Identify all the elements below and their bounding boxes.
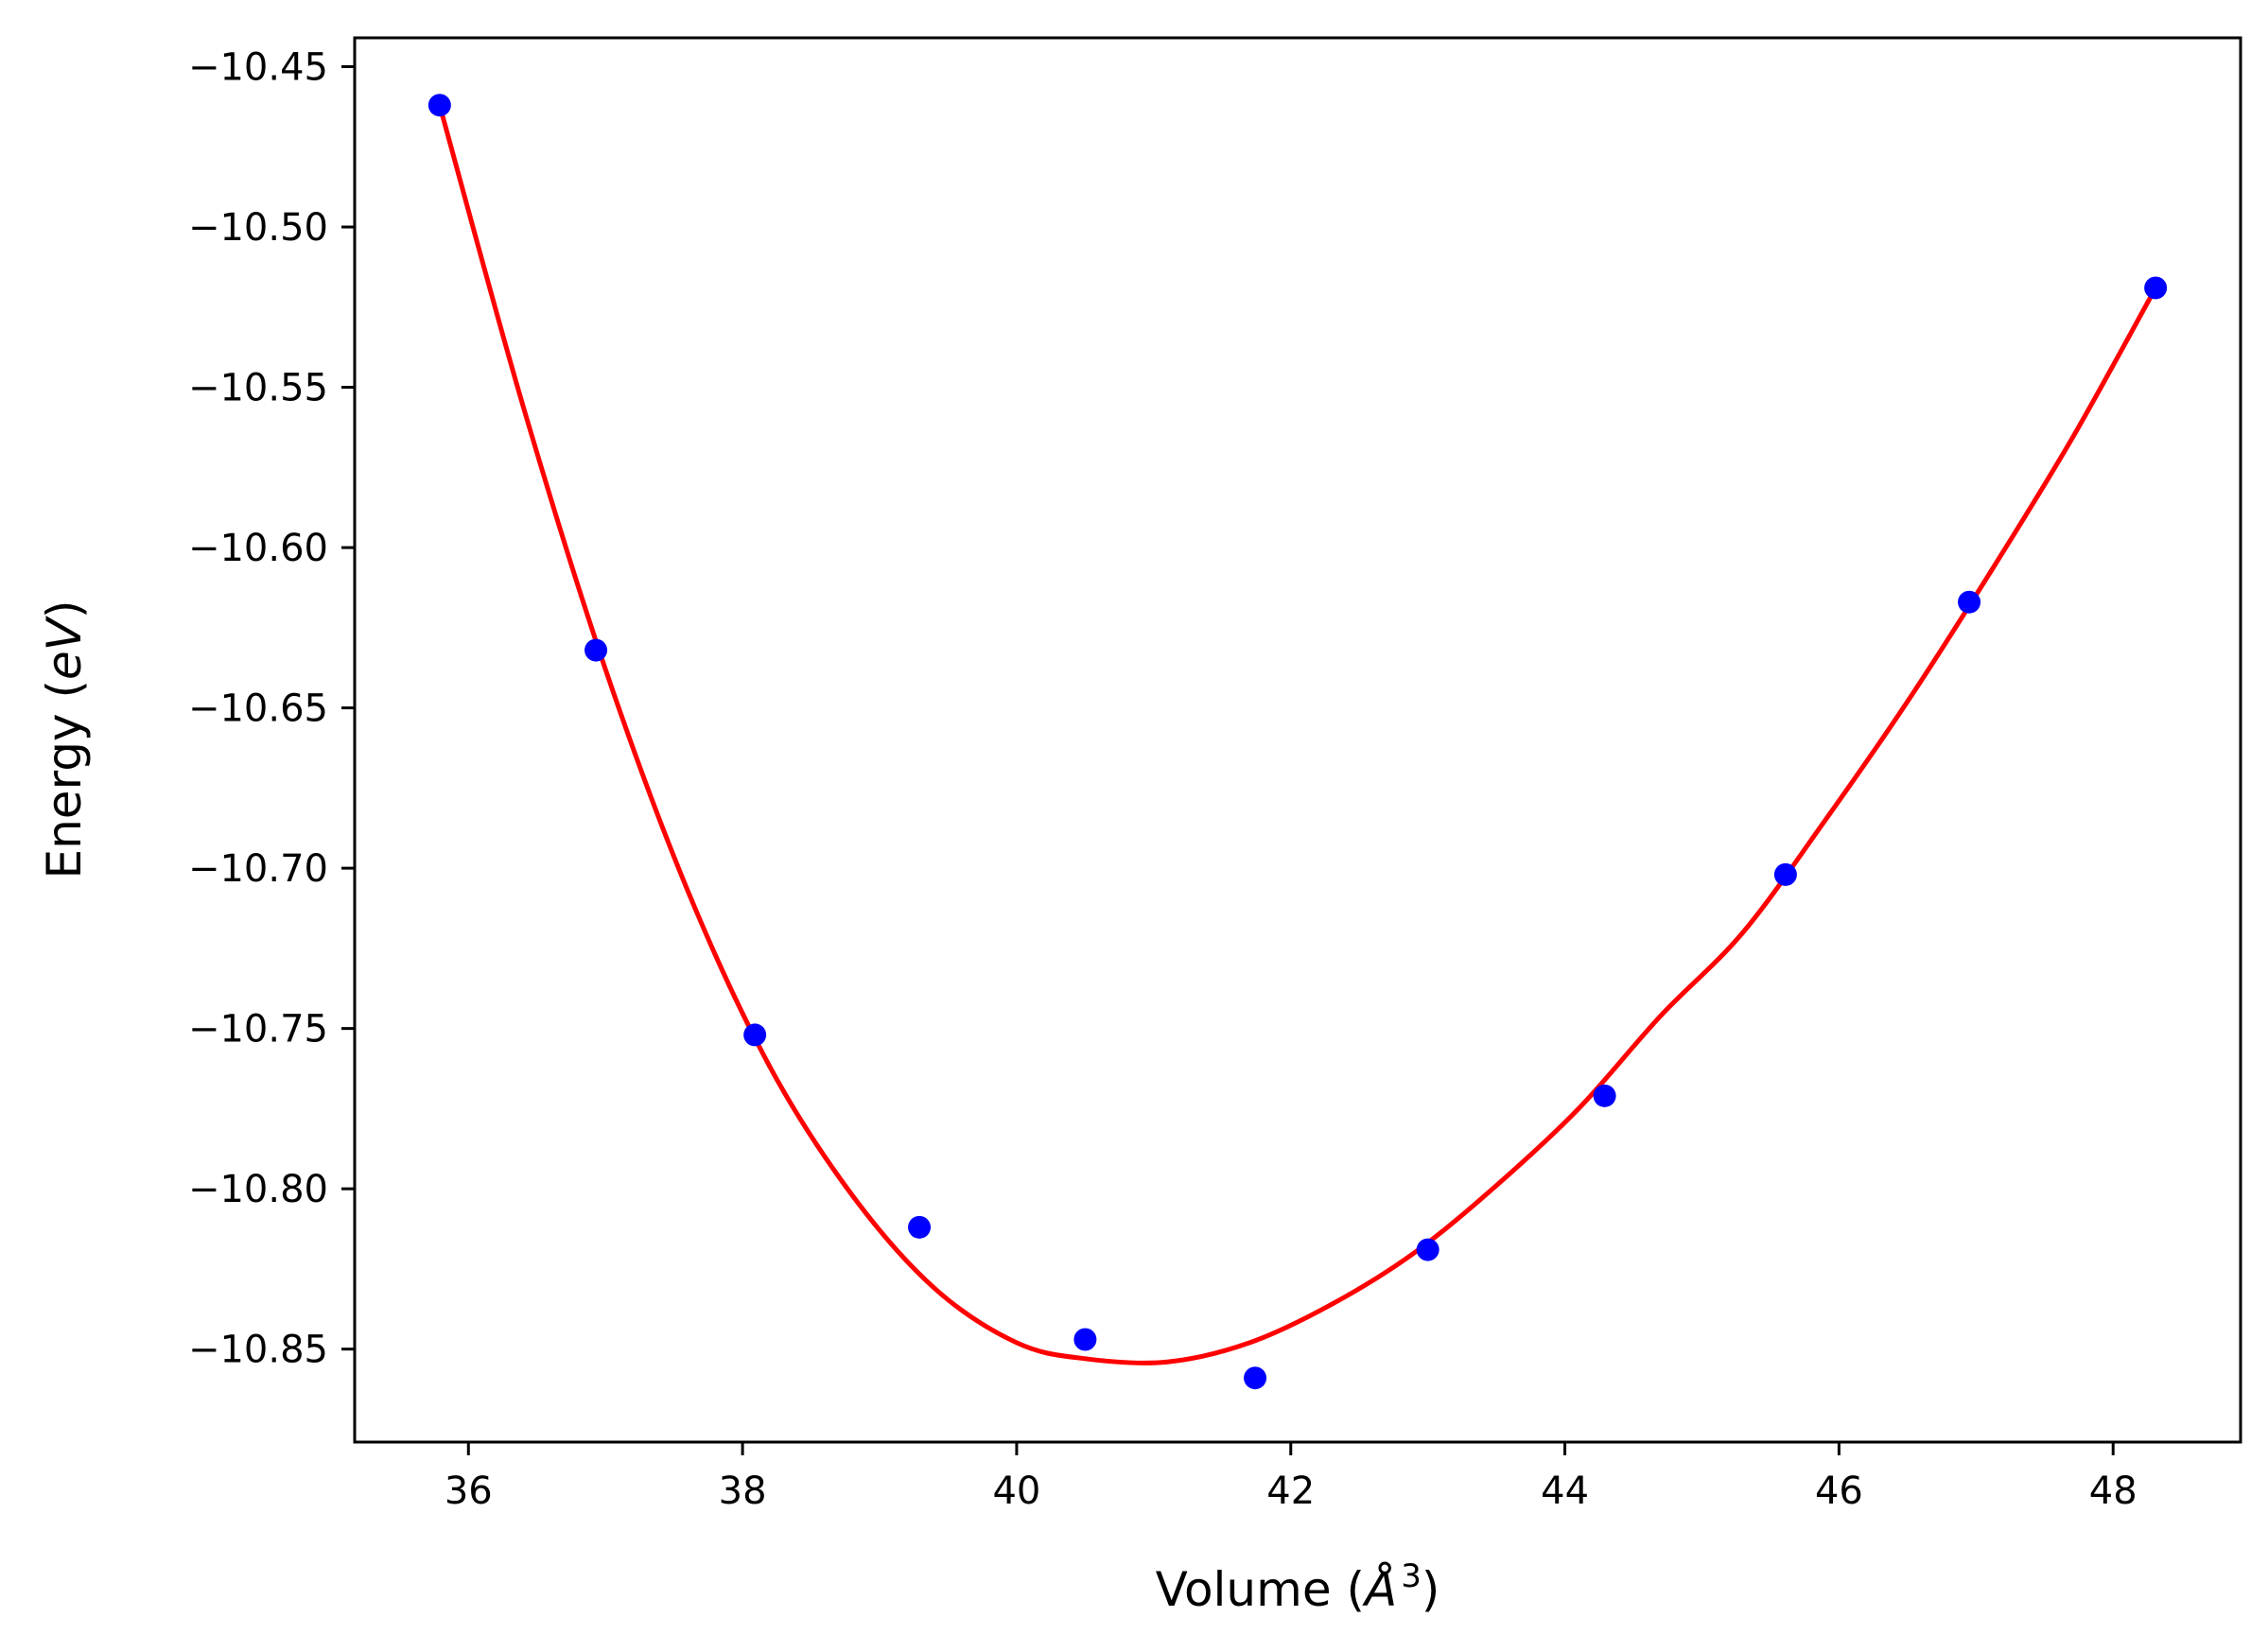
data-point: [1416, 1238, 1439, 1261]
x-axis-label: Volume (Å 3): [1156, 1557, 1440, 1617]
data-point: [743, 1023, 767, 1047]
y-tick-label: −10.80: [188, 1168, 328, 1211]
y-tick-label: −10.45: [188, 46, 328, 90]
x-tick-label: 42: [1266, 1469, 1315, 1513]
data-points: [427, 94, 2168, 1390]
data-point: [1244, 1366, 1267, 1390]
y-axis-ticks: −10.45 −10.50 −10.55 −10.60 −10.65 −10.70 −10.…: [188, 46, 355, 1372]
x-tick-label: 40: [992, 1469, 1040, 1513]
data-point: [1593, 1084, 1616, 1107]
y-tick-label: −10.50: [188, 206, 328, 250]
x-tick-label: 44: [1541, 1469, 1589, 1513]
y-tick-label: −10.65: [188, 687, 328, 731]
y-tick-label: −10.85: [188, 1329, 328, 1372]
x-tick-label: 46: [1815, 1469, 1863, 1513]
y-axis-label-symbol: eV: [37, 615, 92, 680]
data-point: [2144, 276, 2168, 300]
y-tick-label: −10.60: [188, 527, 328, 570]
x-axis-label-prefix: Volume (: [1156, 1562, 1365, 1617]
y-axis-label-prefix: Energy (: [37, 680, 92, 878]
y-tick-label: −10.70: [188, 847, 328, 891]
y-axis-label-suffix: ): [37, 600, 92, 619]
data-point: [1773, 862, 1797, 886]
fit-curve-line: [437, 102, 2158, 1365]
data-point: [584, 638, 608, 662]
data-point: [1958, 590, 1981, 614]
y-tick-label: −10.75: [188, 1008, 328, 1052]
x-tick-label: 48: [2089, 1469, 2137, 1513]
data-point: [1073, 1328, 1097, 1351]
data-point: [427, 94, 451, 117]
x-tick-label: 38: [719, 1469, 767, 1513]
x-axis-label-exponent: 3: [1401, 1557, 1422, 1595]
x-axis-ticks: 36 38 40 42 44 46 48: [445, 1442, 2137, 1513]
x-axis-label-symbol: Å: [1362, 1562, 1397, 1617]
x-tick-label: 36: [445, 1469, 493, 1513]
data-point: [908, 1215, 932, 1239]
plot-frame: [353, 36, 2242, 1444]
y-axis-label: Energy (eV): [37, 600, 92, 879]
x-axis-label-suffix: ): [1422, 1562, 1440, 1617]
y-tick-label: −10.55: [188, 367, 328, 410]
